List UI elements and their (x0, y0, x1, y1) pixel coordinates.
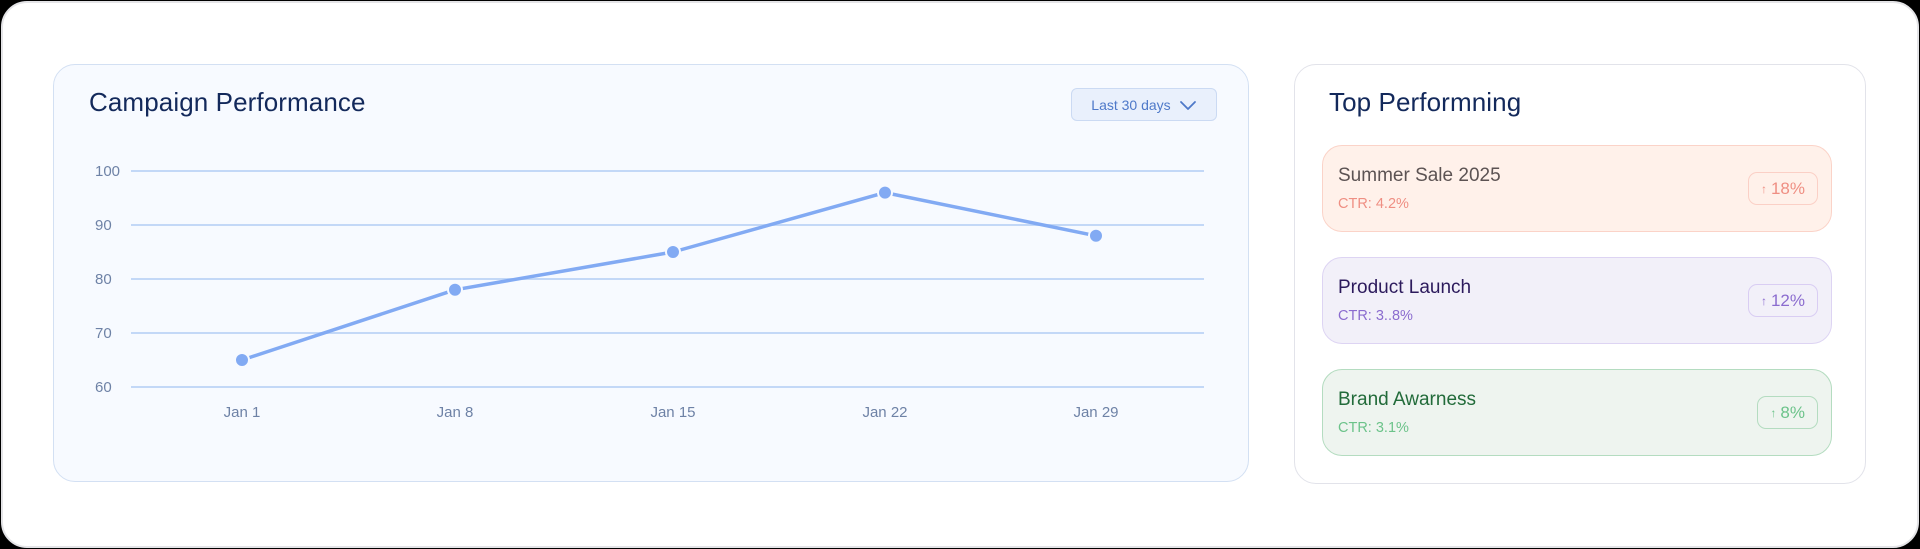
y-tick-label: 100 (95, 163, 120, 180)
change-badge: ↑ 18% (1747, 172, 1818, 205)
change-badge: ↑ 12% (1747, 284, 1818, 317)
campaign-performance-card: Campaign Performance Last 30 days 100 90 8… (53, 64, 1249, 482)
series-line (241, 190, 1097, 362)
y-tick-label: 60 (95, 379, 112, 396)
campaign-name: Product Launch (1338, 277, 1472, 298)
line-chart: 100 90 80 70 60 Jan 1 Jan 8 Jan 15 Jan 22 Jan 29 (95, 163, 1204, 421)
campaign-name: Summer Sale 2025 (1338, 165, 1501, 186)
x-tick-label: Jan 22 (862, 404, 907, 421)
arrow-up-icon: ↑ (1760, 293, 1767, 308)
y-tick-label: 70 (95, 325, 112, 342)
data-point[interactable] (234, 352, 250, 368)
data-point[interactable] (877, 184, 893, 201)
top-performing-title: Top Performning (1329, 87, 1522, 117)
date-range-label: Last 30 days (1091, 96, 1171, 113)
x-tick-label: Jan 15 (650, 404, 695, 421)
chevron-down-icon (1179, 100, 1196, 110)
change-value: 8% (1780, 402, 1805, 422)
x-tick-label: Jan 1 (224, 404, 261, 421)
y-tick-label: 90 (95, 217, 112, 234)
change-value: 12% (1770, 290, 1805, 310)
campaign-ctr: CTR: 4.2% (1338, 196, 1409, 212)
change-badge: ↑ 8% (1757, 396, 1818, 429)
top-performing-card: Top Performning Summer Sale 2025 CTR: 4.2… (1294, 64, 1866, 484)
x-tick-label: Jan 8 (437, 404, 474, 421)
data-point[interactable] (1088, 227, 1104, 244)
campaign-name: Brand Awarness (1338, 389, 1477, 410)
campaign-list-item[interactable]: Summer Sale 2025 CTR: 4.2% ↑ 18% (1322, 145, 1832, 232)
arrow-up-icon: ↑ (1760, 181, 1767, 196)
campaign-ctr: CTR: 3..8% (1338, 308, 1413, 324)
x-tick-label: Jan 29 (1073, 404, 1118, 421)
data-point[interactable] (665, 244, 681, 260)
change-value: 18% (1770, 178, 1805, 198)
campaign-ctr: CTR: 3.1% (1338, 420, 1409, 436)
campaign-list-item[interactable]: Product Launch CTR: 3..8% ↑ 12% (1322, 257, 1832, 344)
y-tick-label: 80 (95, 271, 112, 288)
campaign-list-item[interactable]: Brand Awarness CTR: 3.1% ↑ 8% (1322, 369, 1832, 456)
arrow-up-icon: ↑ (1770, 405, 1777, 420)
campaign-card-title: Campaign Performance (89, 87, 366, 117)
data-point[interactable] (447, 281, 463, 298)
date-range-dropdown[interactable]: Last 30 days (1071, 88, 1217, 121)
